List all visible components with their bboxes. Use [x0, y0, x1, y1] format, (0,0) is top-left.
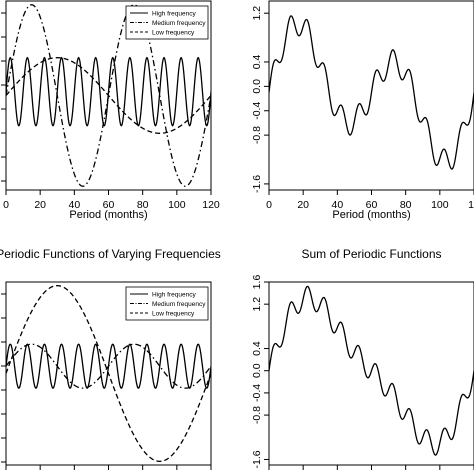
y-tick-label: 1.6 [251, 275, 263, 290]
y-tick-label: 1.2 [251, 297, 263, 312]
legend-label: High frequency [152, 11, 196, 18]
chart-panel-4: -1.6 -0.8 -0.4 0.0 0.4 1.2 1.6 Sum of Periodic … [251, 247, 474, 470]
x-tick-label: 60 [366, 199, 378, 211]
series-line-1 [269, 285, 474, 456]
chart-panel-2: 0 20 40 60 80 100 12 -1.6 -0.8 -0.4 0.0 0.4 1.2 Perio… [251, 0, 474, 221]
y-tick-label: -1.6 [251, 175, 263, 193]
x-tick-label: 40 [331, 199, 343, 211]
x-tick-label: 20 [297, 199, 309, 211]
series-line-low-frequency [6, 285, 211, 462]
y-tick-label: -1.6 [251, 450, 263, 468]
x-axis-label: Period (months) [69, 209, 147, 221]
legend-label: Low frequency [152, 30, 195, 37]
x-tick-label: 80 [400, 199, 412, 211]
x-tick-label: 120 [202, 199, 220, 211]
x-tick-label: 0 [266, 199, 272, 211]
y-tick-label: 0.4 [251, 341, 263, 356]
y-tick-label: 0.0 [251, 363, 263, 378]
y-tick-label: -0.4 [251, 102, 263, 120]
legend: High frequency Medium frequency Low freque… [125, 5, 209, 40]
legend-label: Medium frequency [152, 20, 206, 27]
y-tick-label: -0.8 [251, 126, 263, 144]
legend-label: Medium frequency [152, 301, 206, 308]
x-tick-label: 20 [34, 199, 46, 211]
chart-title: Periodic Functions of Varying Frequencie… [0, 247, 221, 261]
legend-label: Low frequency [152, 311, 195, 318]
x-tick-label: 40 [68, 199, 80, 211]
plot-frame [268, 281, 474, 466]
y-tick-label: -0.4 [251, 384, 263, 402]
x-tick-label: 60 [103, 199, 115, 211]
legend: High frequency Medium frequency Low freque… [125, 286, 209, 321]
y-tick-label: 0.4 [251, 55, 263, 70]
x-axis-label: Period (months) [332, 209, 410, 221]
x-tick-label: 0 [3, 199, 9, 211]
chart-panel-3: Periodic Functions of Varying Frequencie… [0, 247, 221, 470]
legend-label: High frequency [152, 292, 196, 299]
chart-panel-1: 0 20 40 60 80 100 120 Period (months) High frequ… [1, 0, 220, 221]
x-tick-label: 100 [431, 199, 449, 211]
x-tick-label: 100 [168, 199, 186, 211]
x-tick-label: 80 [137, 199, 149, 211]
series-line-high-frequency [6, 56, 211, 127]
y-tick-label: 0.0 [251, 79, 263, 94]
y-tick-label: 1.2 [251, 6, 263, 21]
series-line-low-frequency [6, 57, 211, 134]
chart-title: Sum of Periodic Functions [301, 247, 441, 261]
series-line-1 [269, 15, 474, 170]
y-tick-label: -0.8 [251, 406, 263, 424]
series-line-medium-frequency [6, 343, 211, 389]
x-tick-label: 12 [468, 199, 474, 211]
